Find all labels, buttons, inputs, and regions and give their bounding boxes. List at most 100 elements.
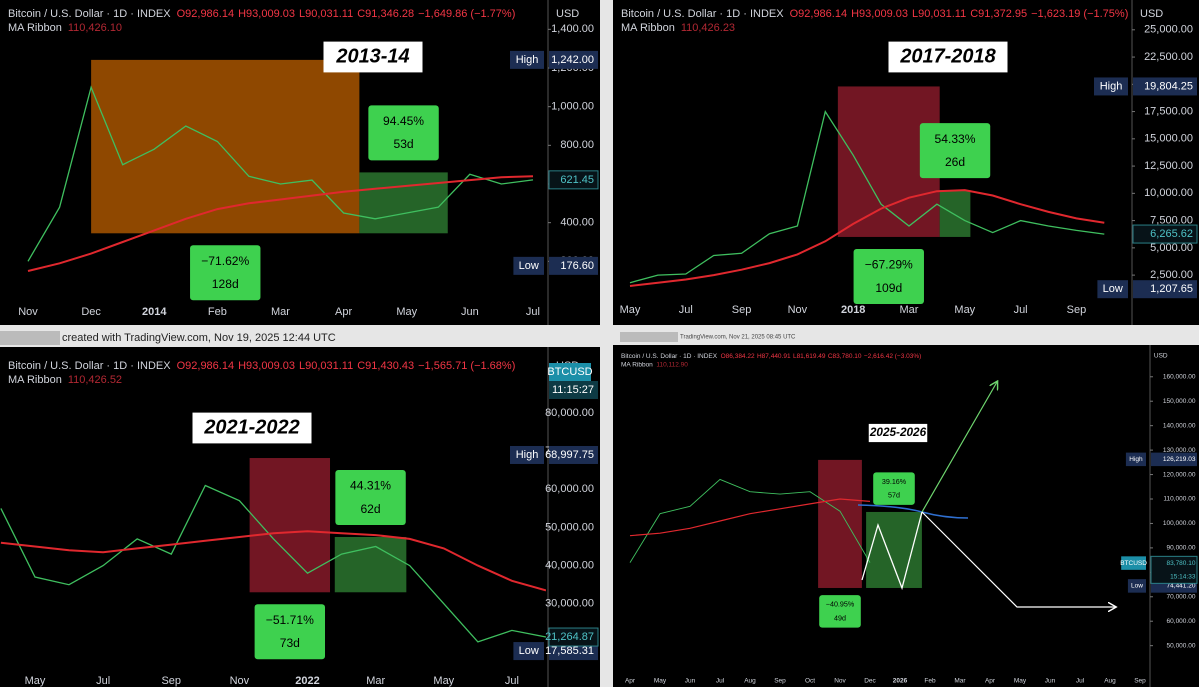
y-tick-label: 130,000.00 (1163, 447, 1196, 454)
quote-value: C91,430.43 (357, 360, 414, 372)
x-tick-label: Nov (834, 678, 846, 685)
projection (857, 382, 1115, 607)
x-tick-label: Sep (1067, 304, 1087, 316)
y-tick-label: 25,000.00 (1144, 24, 1193, 36)
plot-area (27, 59, 534, 272)
x-tick-label: Jul (1014, 304, 1028, 316)
low-label: Low (519, 645, 539, 657)
x-tick-label: 2018 (841, 304, 865, 316)
y-tick-label: 60,000.00 (1167, 618, 1196, 625)
y-tick-label: 50,000.00 (545, 521, 594, 533)
x-tick-label: Jul (679, 304, 693, 316)
high-tag-value: 126,219.03 (1163, 456, 1196, 463)
price-line (629, 478, 871, 563)
chart-panel: USD 2,500.00 5,000.00 7,500.00 10,000.00 12,5… (620, 0, 1198, 325)
y-tick-label: 110,000.00 (1163, 496, 1195, 503)
x-tick-label: Feb (208, 306, 227, 318)
last-tag-value: 6,265.62 (1150, 228, 1193, 240)
high-label: High (516, 54, 539, 66)
header: Bitcoin / U.S. Dollar · 1D · INDEX O92,98… (8, 8, 515, 20)
y-tick-label: 800.00 (560, 139, 594, 151)
x-tick-label: May (25, 675, 46, 687)
indicator-value: 110,112.90 (656, 361, 688, 368)
symbol-tag-bg (1121, 556, 1146, 570)
y-tick-label: 2,500.00 (1150, 269, 1193, 281)
period-label: 2021-2022 (203, 416, 299, 438)
change-label-bg (190, 245, 261, 301)
x-tick-label: 2022 (295, 675, 319, 687)
x-tick-label: Oct (805, 678, 815, 685)
period-label-bg (323, 41, 423, 73)
change-label: 44.31% (350, 479, 391, 493)
price-line (629, 109, 1105, 284)
symbol-tag: BTCUSD (547, 366, 592, 378)
currency: USD (1140, 8, 1163, 20)
y-tick-label: 7,500.00 (1150, 215, 1193, 227)
change-label-bg (853, 248, 924, 304)
currency: USD (556, 8, 579, 20)
range-box (866, 511, 922, 588)
last-tag-value: 83,780.10 (1167, 560, 1196, 567)
y-tick-label: 15,000.00 (1144, 133, 1193, 145)
quote-value: O86,384.22 (721, 353, 755, 360)
low-tag (549, 642, 598, 661)
x-tick-label: May (654, 678, 667, 685)
last-tag-value: 621.45 (560, 174, 594, 186)
high-label: High (1100, 80, 1123, 92)
change-label: 39.16% (882, 478, 907, 486)
range-box (249, 458, 331, 593)
projection-arrow-down (921, 511, 1115, 607)
x-tick-label: Jun (685, 678, 696, 685)
symbol-tag-bg (549, 363, 591, 381)
plot-area (0, 458, 546, 643)
low-tag-value: 1,207.65 (1150, 283, 1193, 295)
x-tick-label: Apr (335, 306, 352, 318)
y-tick-label: 80,000.00 (545, 407, 594, 419)
x-tick-label: Mar (366, 675, 385, 687)
y-tick-label: 40,000.00 (545, 559, 594, 571)
x-tick-label: Sep (1134, 678, 1146, 685)
plot-area (629, 459, 922, 588)
x-tick-label: May (954, 304, 975, 316)
projection-arrow-up (921, 382, 997, 513)
symbol-title: Bitcoin / U.S. Dollar · 1D · INDEX (8, 8, 171, 20)
quote-value: H87,440.91 (757, 353, 791, 360)
x-tick-label: May (1014, 678, 1027, 685)
high-label-bg (1094, 77, 1128, 96)
change-label: 94.45% (383, 114, 424, 128)
indicator-name: MA Ribbon (8, 22, 62, 34)
x-tick-label: Mar (900, 304, 919, 316)
x-tick-label: Aug (744, 678, 756, 685)
footer-text: created with TradingView.com, Nov 19, 20… (62, 332, 336, 344)
indicator: MA Ribbon 110,426.10 (8, 22, 122, 34)
range-box (91, 59, 360, 234)
quote-value: C91,346.28 (357, 8, 414, 20)
x-tick-label: Aug (1104, 678, 1116, 685)
duration-label: 26d (945, 155, 965, 169)
x-tick-label: Dec (81, 306, 101, 318)
x-tick-label: Sep (774, 678, 786, 685)
y-tick-label: 1,000.00 (551, 101, 594, 113)
x-tick-label: 2014 (142, 306, 167, 318)
change-label: −40.95% (826, 601, 855, 609)
low-tag (1133, 280, 1197, 299)
duration-label: 73d (280, 636, 300, 650)
low-label-bg (513, 642, 544, 661)
quote-value: −2,616.42 (−3.03%) (864, 353, 921, 360)
price-line (27, 85, 534, 262)
indicator-name: MA Ribbon (621, 361, 653, 368)
quote-value: O92,986.14 (177, 8, 235, 20)
redaction (620, 332, 678, 342)
quote-value: H93,009.03 (238, 360, 295, 372)
change-label: −51.71% (266, 613, 314, 627)
y-tick-label: 60,000.00 (545, 483, 594, 495)
last-tag (1132, 224, 1198, 244)
header: Bitcoin / U.S. Dollar · 1D · INDEX O92,98… (8, 360, 515, 372)
y-tick-label: 1,400.00 (551, 23, 594, 35)
low-label: Low (1131, 583, 1143, 590)
x-tick-label: Dec (864, 678, 876, 685)
range-box (334, 536, 407, 593)
range-box (359, 172, 448, 234)
low-label-bg (1097, 280, 1128, 299)
ma-line (0, 530, 546, 592)
